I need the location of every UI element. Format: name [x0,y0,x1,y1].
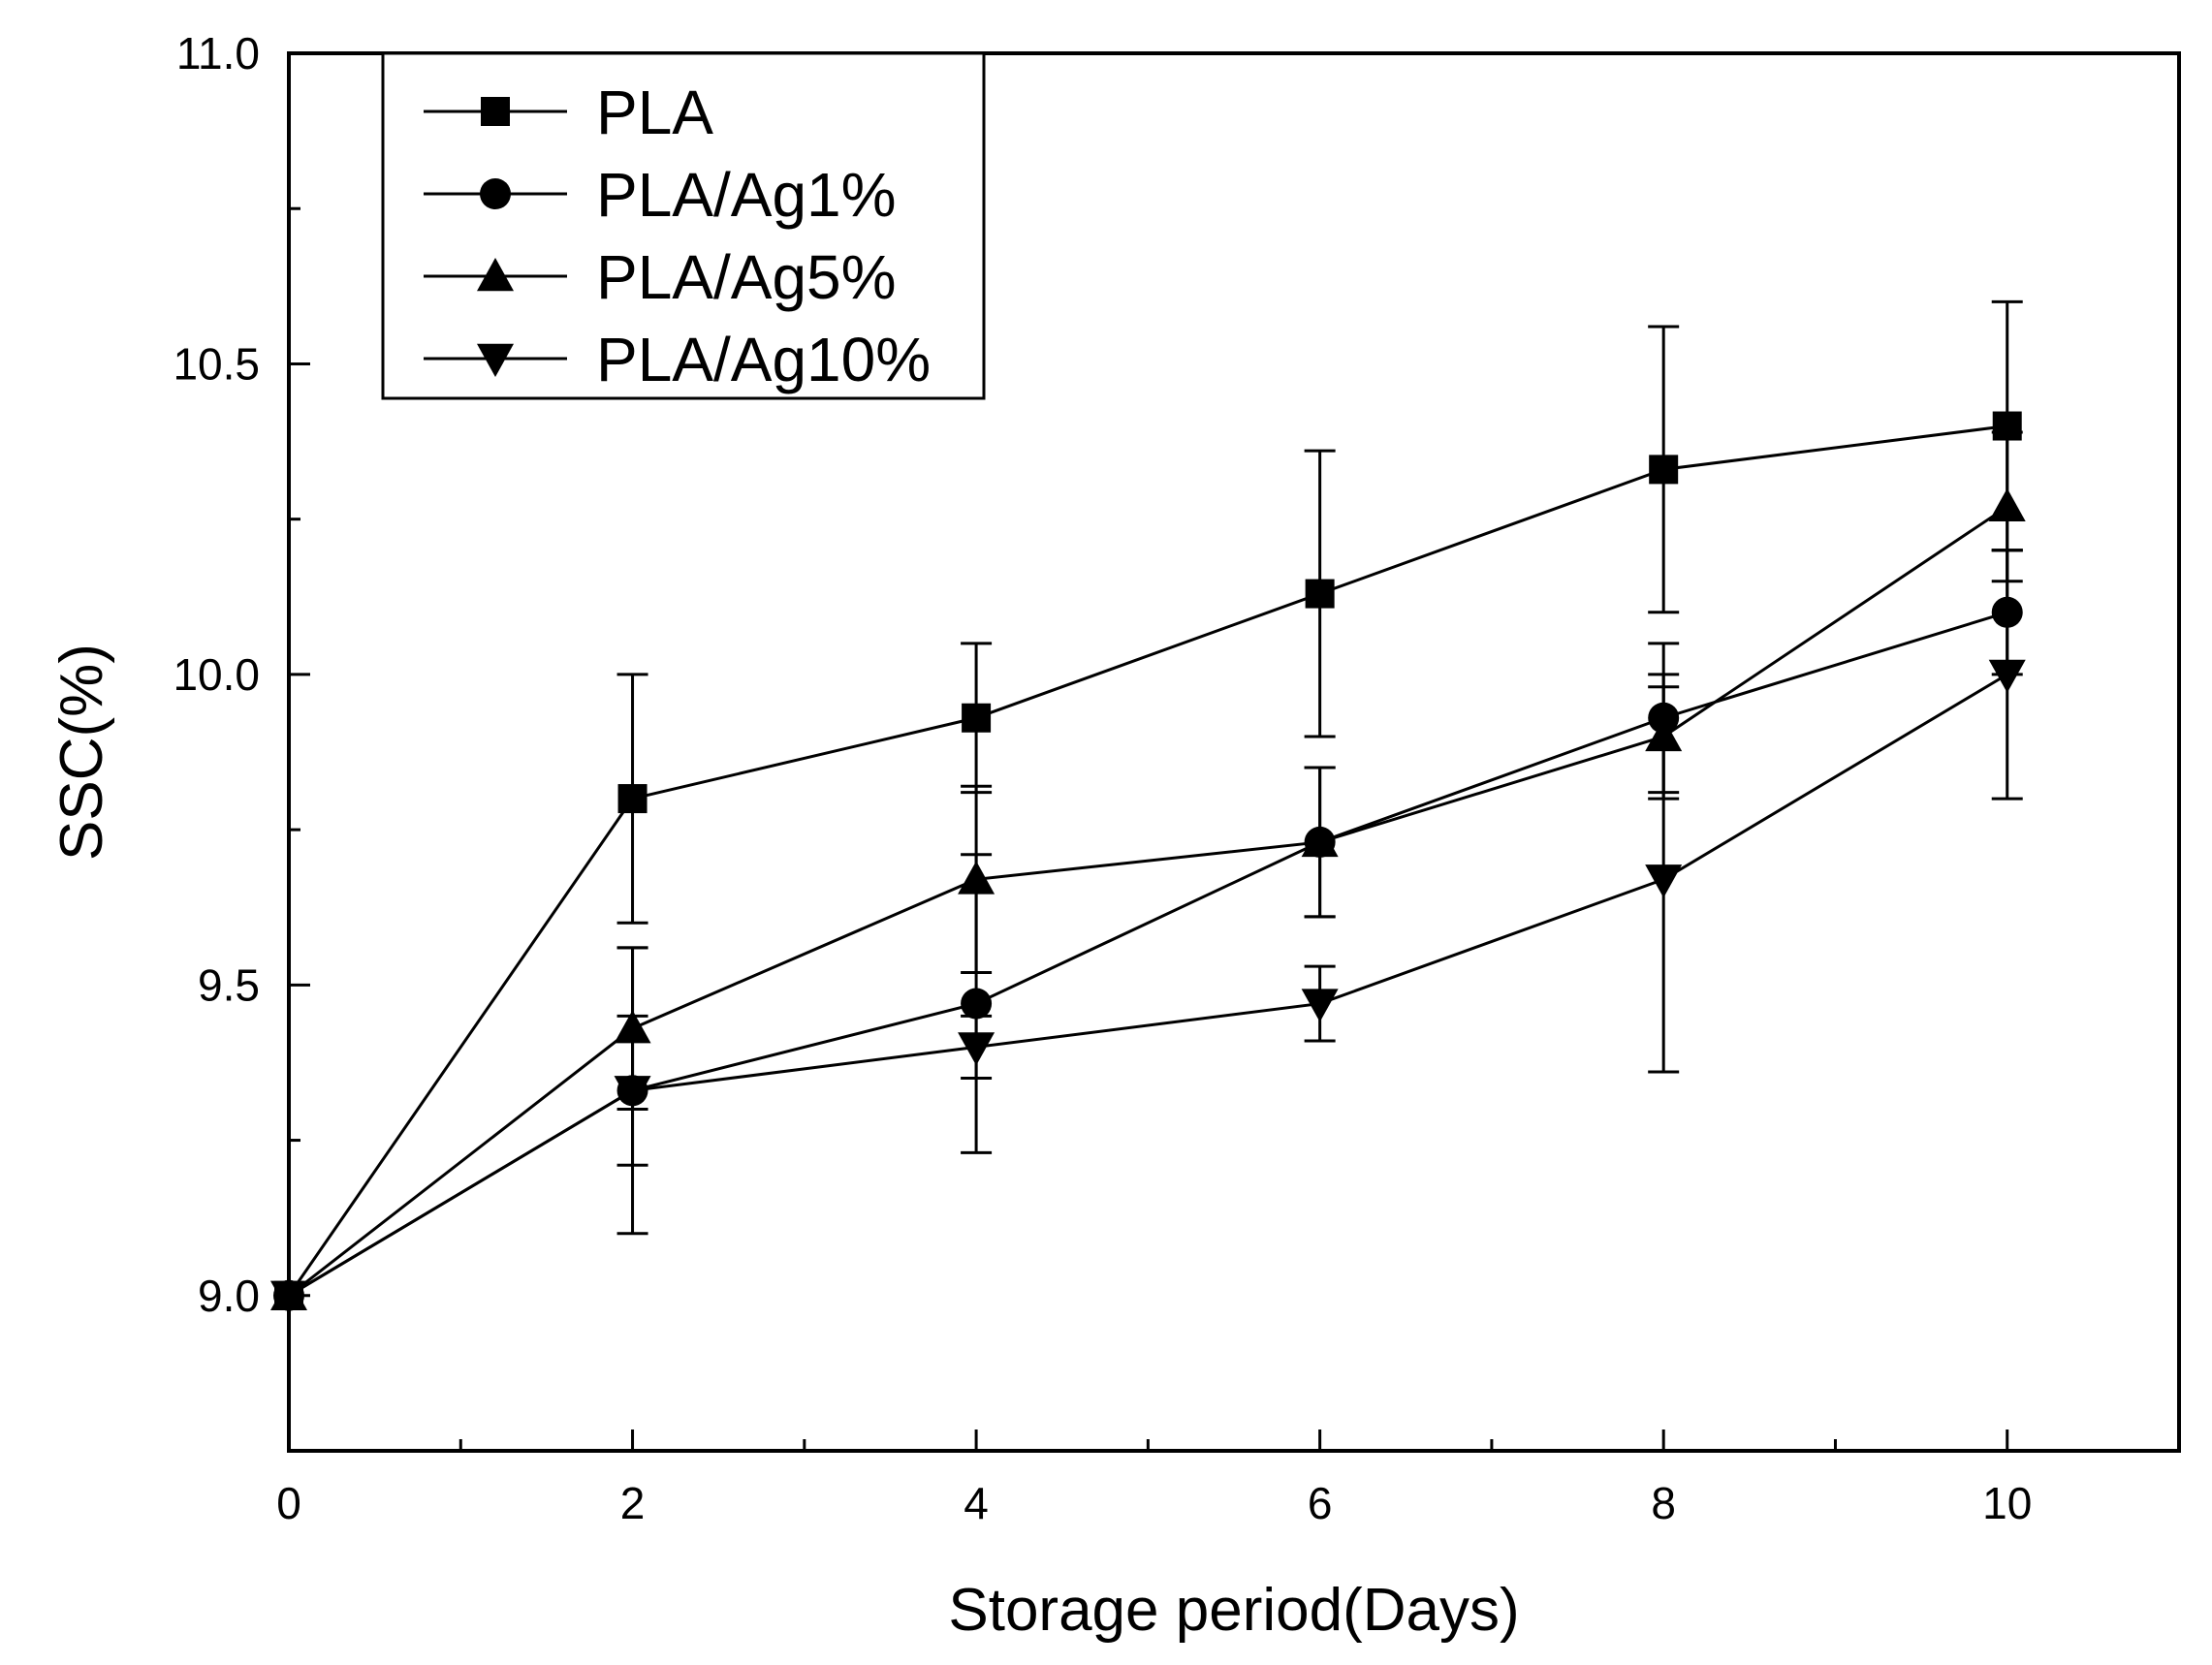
legend-marker [481,97,510,126]
x-tick-label: 8 [1651,1478,1676,1528]
series-line [288,611,2008,1298]
data-point [961,988,993,1020]
x-axis-title: Storage period(Days) [948,1577,1519,1644]
y-tick-label: 9.0 [198,1271,260,1321]
data-point [1301,989,1339,1022]
y-tick-label: 9.5 [198,959,260,1010]
series-layer [270,299,2026,1314]
data-point [1988,659,2026,693]
legend: PLA PLA/Ag1% PLA/Ag5% PLA/Ag10% [381,51,986,400]
data-point [958,861,995,895]
legend-entry: PLA/Ag5% [424,242,897,312]
y-tick-label: 10.0 [173,649,260,700]
series-pla-ag1- [273,549,2023,1311]
series-line [287,424,2007,1297]
data-point [1645,864,1683,898]
legend-label: PLA/Ag5% [596,242,897,312]
series-pla-ag5- [270,430,2026,1310]
legend-entry: PLA/Ag1% [424,160,897,230]
legend-label: PLA/Ag1% [596,160,897,230]
y-tick-label: 11.0 [176,28,260,79]
data-point [617,784,648,814]
data-point [1988,487,2026,522]
legend-marker [480,178,511,209]
legend-entry: PLA [424,78,713,147]
series-line [288,673,2008,1298]
plot-area [287,51,2181,1453]
x-tick-label: 4 [964,1478,989,1528]
x-tick-label: 2 [620,1478,646,1528]
data-point [270,1280,307,1314]
legend-marker [477,258,514,292]
data-point [958,1032,995,1066]
data-point [1305,579,1335,609]
series-pla [274,299,2023,1310]
x-axis: 0 2 4 6 8 10 [276,1429,2032,1528]
data-point [614,1076,651,1110]
legend-marker [477,343,514,377]
y-tick-label: 10.5 [173,338,260,389]
legend-entry: PLA/Ag10% [424,325,931,394]
x-tick-label: 10 [1982,1478,2032,1528]
series-line [288,505,2008,1297]
x-tick-label: 0 [276,1478,301,1528]
legend-label: PLA [596,78,713,147]
data-point [962,703,992,733]
series-pla-ag10- [270,549,2026,1314]
plot-frame [287,51,2181,1453]
y-axis-title: SSC(%) [48,644,115,861]
data-point [1301,823,1339,858]
legend-label: PLA/Ag10% [596,325,931,394]
data-point [1649,455,1679,485]
x-tick-label: 6 [1308,1478,1333,1528]
